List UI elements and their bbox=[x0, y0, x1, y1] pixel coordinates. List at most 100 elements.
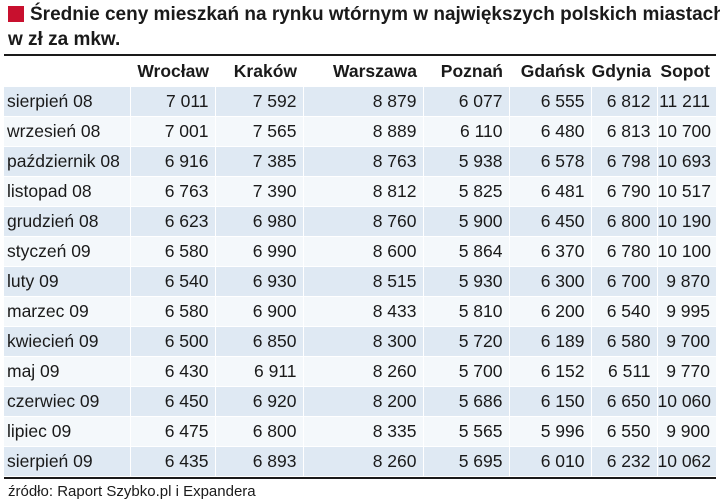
table-cell: 9 770 bbox=[656, 356, 716, 387]
source-note: źródło: Raport Szybko.pl i Expandera bbox=[8, 483, 256, 500]
table-cell: 6 920 bbox=[214, 386, 303, 417]
table-cell: 6 450 bbox=[129, 386, 215, 417]
row-label: marzec 09 bbox=[4, 296, 130, 327]
top-rule bbox=[4, 54, 716, 56]
table-cell: 10 100 bbox=[656, 236, 716, 267]
row-label: październik 08 bbox=[4, 146, 130, 177]
bottom-rule bbox=[4, 477, 716, 479]
header-row: Wrocław Kraków Warszawa Poznań Gdańsk Gdynia S… bbox=[4, 57, 716, 87]
row-label: czerwiec 09 bbox=[4, 386, 130, 417]
column-header: Sopot bbox=[657, 57, 716, 87]
table-cell: 6 800 bbox=[590, 206, 657, 237]
table-cell: 6 430 bbox=[129, 356, 215, 387]
row-label: maj 09 bbox=[4, 356, 130, 387]
table-cell: 6 435 bbox=[129, 446, 215, 476]
column-header: Kraków bbox=[215, 57, 303, 87]
row-label: lipiec 09 bbox=[4, 416, 130, 447]
table-row: wrzesień 08 7 001 7 565 8 889 6 110 6 480 6 81… bbox=[4, 116, 716, 147]
table-cell: 6 540 bbox=[590, 296, 657, 327]
table-cell: 7 592 bbox=[214, 86, 303, 117]
table-cell: 6 480 bbox=[508, 116, 591, 147]
table-row: czerwiec 09 6 450 6 920 8 200 5 686 6 150 6 65… bbox=[4, 386, 716, 417]
table-row: maj 09 6 430 6 911 8 260 5 700 6 152 6 511 9 77… bbox=[4, 356, 716, 387]
table-cell: 6 990 bbox=[214, 236, 303, 267]
row-label: kwiecień 09 bbox=[4, 326, 130, 357]
table-cell: 5 695 bbox=[422, 446, 509, 476]
table-cell: 7 390 bbox=[214, 176, 303, 207]
table-row: styczeń 09 6 580 6 990 8 600 5 864 6 370 6 780… bbox=[4, 236, 716, 267]
table-cell: 8 335 bbox=[302, 416, 423, 447]
table-cell: 9 700 bbox=[656, 326, 716, 357]
table-cell: 5 996 bbox=[508, 416, 591, 447]
table-cell: 6 481 bbox=[508, 176, 591, 207]
table-cell: 6 790 bbox=[590, 176, 657, 207]
table-cell: 8 600 bbox=[302, 236, 423, 267]
table-cell: 8 300 bbox=[302, 326, 423, 357]
table-cell: 7 565 bbox=[214, 116, 303, 147]
table-body: sierpień 08 7 011 7 592 8 879 6 077 6 555 6 81… bbox=[4, 86, 716, 476]
table-row: luty 09 6 540 6 930 8 515 5 930 6 300 6 700 9 8… bbox=[4, 266, 716, 297]
title-marker-square bbox=[8, 6, 24, 22]
table-cell: 10 062 bbox=[656, 446, 716, 476]
table-cell: 6 475 bbox=[129, 416, 215, 447]
table-cell: 6 511 bbox=[590, 356, 657, 387]
table-cell: 6 540 bbox=[129, 266, 215, 297]
row-label: luty 09 bbox=[4, 266, 130, 297]
table-cell: 6 763 bbox=[129, 176, 215, 207]
table-cell: 10 517 bbox=[656, 176, 716, 207]
column-header: Warszawa bbox=[303, 57, 423, 87]
table-cell: 8 879 bbox=[302, 86, 423, 117]
table-cell: 6 650 bbox=[590, 386, 657, 417]
table-cell: 5 565 bbox=[422, 416, 509, 447]
table-cell: 6 077 bbox=[422, 86, 509, 117]
table-cell: 8 763 bbox=[302, 146, 423, 177]
table-cell: 5 686 bbox=[422, 386, 509, 417]
table-cell: 5 825 bbox=[422, 176, 509, 207]
table-cell: 7 001 bbox=[129, 116, 215, 147]
table-cell: 6 812 bbox=[590, 86, 657, 117]
table-cell: 6 232 bbox=[590, 446, 657, 476]
table-cell: 6 798 bbox=[590, 146, 657, 177]
table-cell: 6 152 bbox=[508, 356, 591, 387]
table-cell: 5 900 bbox=[422, 206, 509, 237]
table-cell: 6 916 bbox=[129, 146, 215, 177]
table-cell: 7 011 bbox=[129, 86, 215, 117]
table-cell: 6 930 bbox=[214, 266, 303, 297]
table-cell: 8 260 bbox=[302, 356, 423, 387]
table-cell: 5 930 bbox=[422, 266, 509, 297]
table-cell: 8 515 bbox=[302, 266, 423, 297]
table-cell: 10 700 bbox=[656, 116, 716, 147]
table-cell: 5 700 bbox=[422, 356, 509, 387]
table-cell: 10 693 bbox=[656, 146, 716, 177]
table-cell: 6 580 bbox=[129, 236, 215, 267]
column-header: Wrocław bbox=[130, 57, 215, 87]
column-header: Gdańsk bbox=[509, 57, 591, 87]
table-cell: 6 150 bbox=[508, 386, 591, 417]
row-label: listopad 08 bbox=[4, 176, 130, 207]
table-row: kwiecień 09 6 500 6 850 8 300 5 720 6 189 6 58… bbox=[4, 326, 716, 357]
table-cell: 9 900 bbox=[656, 416, 716, 447]
table-cell: 10 190 bbox=[656, 206, 716, 237]
price-table: Wrocław Kraków Warszawa Poznań Gdańsk Gdynia S… bbox=[4, 57, 716, 476]
table-cell: 6 110 bbox=[422, 116, 509, 147]
table-cell: 6 500 bbox=[129, 326, 215, 357]
table-cell: 5 720 bbox=[422, 326, 509, 357]
row-label: sierpień 09 bbox=[4, 446, 130, 476]
table-cell: 6 980 bbox=[214, 206, 303, 237]
title-line-2: w zł za mkw. bbox=[8, 27, 714, 52]
table-cell: 6 850 bbox=[214, 326, 303, 357]
table-cell: 6 700 bbox=[590, 266, 657, 297]
table-cell: 6 813 bbox=[590, 116, 657, 147]
table-cell: 6 450 bbox=[508, 206, 591, 237]
row-label: wrzesień 08 bbox=[4, 116, 130, 147]
table-cell: 8 889 bbox=[302, 116, 423, 147]
table-cell: 6 010 bbox=[508, 446, 591, 476]
table-cell: 11 211 bbox=[656, 86, 716, 117]
table-cell: 6 580 bbox=[590, 326, 657, 357]
table-row: lipiec 09 6 475 6 800 8 335 5 565 5 996 6 550 9… bbox=[4, 416, 716, 447]
table-cell: 6 550 bbox=[590, 416, 657, 447]
title-text-1: Średnie ceny mieszkań na rynku wtórnym w… bbox=[30, 4, 720, 25]
table-row: sierpień 08 7 011 7 592 8 879 6 077 6 555 6 81… bbox=[4, 86, 716, 117]
header-corner bbox=[4, 57, 130, 87]
table-cell: 6 189 bbox=[508, 326, 591, 357]
